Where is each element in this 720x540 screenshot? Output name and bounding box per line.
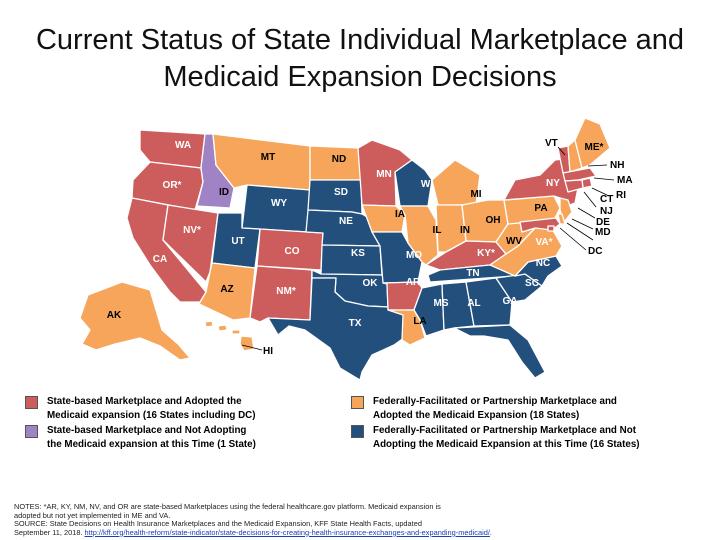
state-label-mi: MI: [470, 189, 481, 200]
state-ak: [79, 281, 191, 361]
state-ga: [465, 277, 513, 327]
state-label-sd: SD: [334, 187, 348, 198]
state-label-ut: UT: [231, 236, 244, 247]
state-labels: WA OR* CA NV* ID MT WY UT AZ CO NM* ND SD NE KS OK TX MN I…: [107, 138, 633, 357]
map-title: Current Status of State Individual Marke…: [0, 22, 720, 96]
state-label-wy: WY: [271, 198, 287, 209]
state-label-md: MD: [595, 227, 611, 238]
legend-item-sbm-adopted: State-based Marketplace and Adopted the …: [25, 395, 256, 422]
state-label-nm: NM*: [276, 286, 296, 297]
state-dc: [547, 225, 555, 232]
state-label-co: CO: [285, 246, 300, 257]
state-nv: [162, 204, 219, 283]
state-label-ky: KY*: [477, 248, 495, 259]
legend-text-ffm-not-adopting: Federally-Facilitated or Partnership Mar…: [373, 425, 640, 450]
footnotes: NOTES: *AR, KY, NM, NV, and OR are state…: [14, 502, 714, 538]
title-line-2: Medicaid Expansion Decisions: [163, 61, 557, 93]
legend-swatch-sbm-adopted: [25, 396, 38, 409]
legend-swatch-ffm-adopted: [351, 396, 364, 409]
state-label-vt: VT: [545, 138, 558, 149]
leader-lines: [241, 146, 615, 351]
source-link[interactable]: http://kff.org/health-reform/state-indic…: [84, 527, 490, 537]
state-hi: [204, 320, 255, 352]
legend-item-ffm-not-adopting: Federally-Facilitated or Partnership Mar…: [351, 424, 640, 451]
state-label-nv: NV*: [183, 225, 201, 236]
state-ri: [581, 177, 593, 189]
state-label-pa: PA: [534, 203, 547, 214]
state-label-in: IN: [460, 225, 470, 236]
state-label-oh: OH: [486, 215, 501, 226]
state-label-ne: NE: [339, 216, 353, 227]
state-label-id: ID: [219, 187, 229, 198]
notes-end: .: [489, 527, 492, 537]
state-fl: [453, 324, 546, 379]
notes-line-3: SOURCE: State Decisions on Health Insura…: [14, 519, 422, 529]
notes-line-1: NOTES: *AR, KY, NM, NV, and OR are state…: [14, 502, 441, 511]
state-label-tn: TN: [466, 268, 479, 279]
state-label-il: IL: [433, 225, 442, 236]
state-ia: [361, 204, 406, 233]
state-label-mo: MO: [406, 250, 422, 261]
state-label-ok: OK: [363, 278, 379, 289]
state-label-nd: ND: [332, 154, 346, 165]
state-label-ca: CA: [153, 254, 167, 265]
state-label-ar: AR*: [406, 277, 424, 288]
legend-swatch-sbm-not-adopting: [25, 425, 38, 438]
state-label-mt: MT: [261, 152, 275, 163]
legend-item-sbm-not-adopting: State-based Marketplace and Not Adopting…: [25, 424, 256, 451]
state-label-me: ME*: [585, 142, 604, 153]
state-label-nj: NJ: [600, 206, 613, 217]
state-az: [198, 262, 256, 321]
us-states-map: WA OR* CA NV* ID MT WY UT AZ CO NM* ND SD NE KS OK TX MN I…: [79, 117, 633, 381]
state-label-al: AL: [467, 298, 480, 309]
state-mo: [371, 231, 423, 284]
state-label-wa: WA: [175, 140, 191, 151]
legend-text-sbm-not-adopting: State-based Marketplace and Not Adopting…: [47, 425, 256, 450]
state-label-ri: RI: [616, 190, 626, 201]
state-ct: [564, 179, 584, 193]
notes-line-4: September 11, 2018. http://kff.org/healt…: [14, 527, 714, 538]
state-label-ct: CT: [600, 194, 613, 205]
state-label-la: LA: [413, 316, 426, 327]
state-label-ak: AK: [107, 310, 122, 321]
legend-text-sbm-adopted: State-based Marketplace and Adopted the …: [47, 396, 256, 421]
state-label-de: DE: [596, 217, 610, 228]
state-label-ia: IA: [395, 209, 405, 220]
state-label-wv: WV: [506, 236, 522, 247]
state-label-nc: NC: [536, 258, 550, 269]
legend-text-ffm-adopted: Federally-Facilitated or Partnership Mar…: [373, 396, 617, 421]
state-label-ms: MS: [434, 298, 449, 309]
state-ma: [562, 167, 597, 182]
state-label-ny: NY: [546, 178, 560, 189]
state-label-nh: NH: [610, 160, 624, 171]
state-label-fl: FL: [528, 334, 540, 345]
state-label-ga: GA: [503, 296, 518, 307]
state-de: [557, 213, 566, 225]
notes-line-2: adopted but not yet implemented in ME an…: [14, 510, 171, 520]
state-label-az: AZ: [220, 284, 233, 295]
notes-date: September 11, 2018.: [14, 527, 83, 537]
legend-item-ffm-adopted: Federally-Facilitated or Partnership Mar…: [351, 395, 617, 422]
state-label-dc: DC: [588, 246, 602, 257]
legend-swatch-ffm-not-adopting: [351, 425, 364, 438]
state-shapes: [79, 117, 611, 381]
state-tx: [267, 277, 409, 381]
state-label-or: OR*: [163, 180, 182, 191]
state-label-tx: TX: [349, 318, 362, 329]
state-label-va: VA*: [535, 237, 552, 248]
title-line-1: Current Status of State Individual Marke…: [35, 24, 685, 56]
state-label-ma: MA: [617, 175, 633, 186]
state-label-sc: SC: [525, 278, 539, 289]
state-label-ks: KS: [351, 248, 365, 259]
state-label-hi: HI: [263, 346, 273, 357]
state-label-mn: MN: [376, 169, 392, 180]
state-label-wi: WI: [421, 179, 433, 190]
state-me: [574, 117, 611, 169]
